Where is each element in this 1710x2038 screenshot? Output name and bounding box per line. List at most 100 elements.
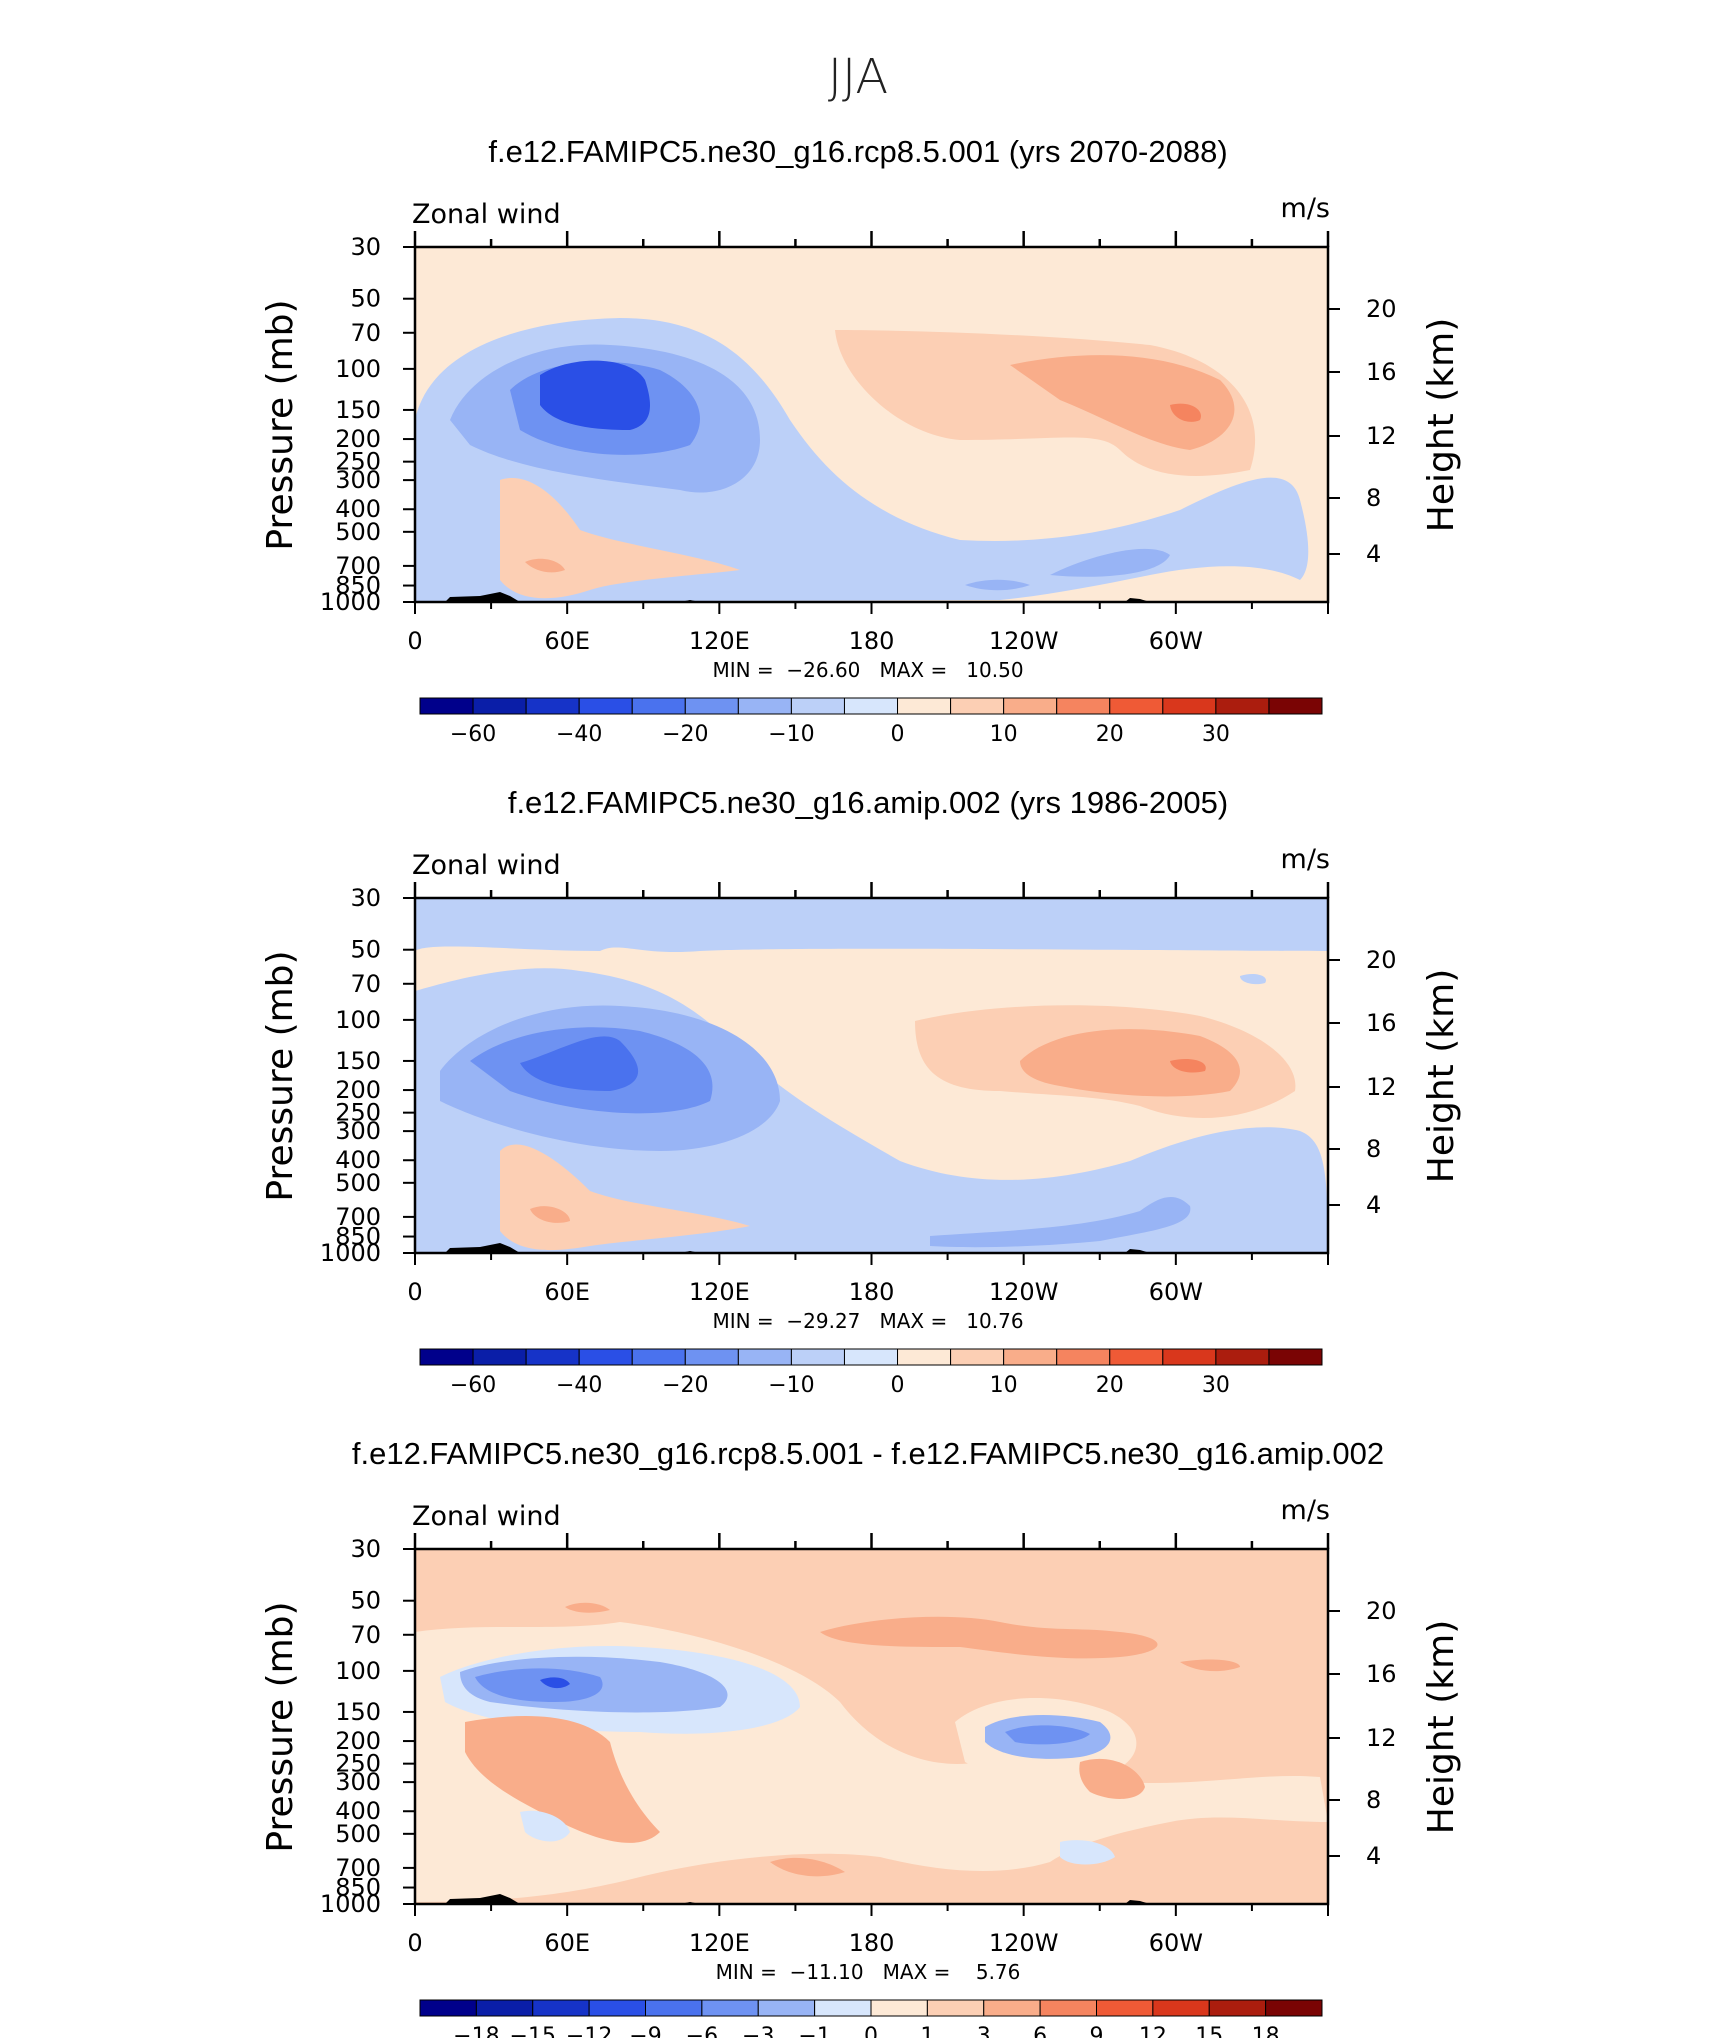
height-tick-label: 20 (1366, 295, 1397, 323)
colorbar-swatch (737, 1348, 792, 1366)
colorbar-swatch (983, 1999, 1041, 2017)
y-tick-label: 50 (350, 936, 381, 964)
y-tick-label: 1000 (320, 1890, 381, 1918)
colorbar-swatch (926, 1999, 985, 2017)
y-tick-label: 850 (335, 1223, 381, 1251)
colorbar-label: 12 (1139, 2024, 1167, 2038)
contour-region (1079, 1758, 1145, 1799)
height-tick-label: 4 (1366, 1191, 1381, 1219)
x-tick-label: 0 (407, 627, 422, 655)
contour-region (525, 558, 565, 573)
y-tick-label: 70 (350, 970, 381, 998)
colorbar-swatch (588, 1999, 646, 2017)
height-tick-label: 12 (1366, 1073, 1397, 1101)
colorbar-swatch (701, 1999, 759, 2017)
height-tick-label: 12 (1366, 422, 1397, 450)
height-tick-label: 8 (1366, 484, 1381, 512)
colorbar-swatch (525, 1348, 580, 1366)
y-tick-label: 250 (335, 1099, 381, 1127)
contour-region (1010, 355, 1235, 450)
colorbar-label: 30 (1202, 722, 1230, 747)
colorbar-swatch (1162, 1348, 1217, 1366)
colorbar-swatch (684, 1348, 739, 1366)
colorbar-label: 10 (990, 722, 1018, 747)
colorbar-swatch (737, 697, 792, 715)
y-tick-label: 50 (350, 1587, 381, 1615)
contour-region (1170, 1059, 1206, 1073)
x-tick-label: 180 (849, 1278, 895, 1306)
colorbar-swatch (1109, 697, 1164, 715)
colorbar-label: −10 (768, 1373, 814, 1398)
colorbar-swatch (814, 1999, 872, 2017)
colorbar-label: 0 (891, 722, 905, 747)
stats-text: MIN = −26.60 MAX = 10.50 (712, 658, 1023, 682)
height-tick-label: 12 (1366, 1724, 1397, 1752)
contour-region (1020, 1029, 1240, 1097)
colorbar-swatch (1003, 697, 1058, 715)
y-tick-label: 700 (335, 1203, 381, 1231)
x-tick-label: 180 (849, 627, 895, 655)
y-tick-label: 30 (350, 884, 381, 912)
colorbar-label: −40 (556, 722, 602, 747)
colorbar-label: −12 (566, 2024, 612, 2038)
colorbar-swatch (419, 1348, 474, 1366)
x-tick-label: 60W (1149, 1929, 1203, 1957)
x-tick-label: 60W (1149, 627, 1203, 655)
y-tick-label: 850 (335, 1874, 381, 1902)
y-tick-label: 200 (335, 1076, 381, 1104)
field-label: Zonal wind (412, 1501, 561, 1532)
colorbar-label: −6 (686, 2024, 718, 2038)
contour-region (965, 579, 1030, 591)
panel-difference: f.e12.FAMIPC5.ne30_g16.rcp8.5.001 - f.e1… (260, 1436, 1462, 2038)
units-label: m/s (1281, 1495, 1330, 1526)
colorbar-label: 0 (864, 2024, 878, 2038)
colorbar-label: 30 (1202, 1373, 1230, 1398)
colorbar-swatch (1056, 697, 1111, 715)
y-tick-label: 700 (335, 1854, 381, 1882)
colorbar-swatch (578, 1348, 633, 1366)
y-axis-title: Pressure (mb) (260, 950, 301, 1201)
y-tick-label: 850 (335, 572, 381, 600)
contour-field (415, 247, 1328, 602)
panel-title: f.e12.FAMIPC5.ne30_g16.rcp8.5.001 - f.e1… (352, 1436, 1384, 1471)
colorbar-swatch (790, 697, 845, 715)
y-tick-label: 30 (350, 233, 381, 261)
contour-field (415, 1549, 1328, 1904)
y-tick-label: 50 (350, 285, 381, 313)
colorbar-label: −60 (450, 722, 496, 747)
height-tick-label: 16 (1366, 1009, 1397, 1037)
colorbar-swatch (897, 697, 952, 715)
colorbar: −60 −40 −20 −10 0 10 20 30 (419, 1348, 1323, 1398)
x-tick-label: 120W (989, 1278, 1059, 1306)
contour-region (1050, 548, 1170, 577)
y-tick-label: 200 (335, 1727, 381, 1755)
x-tick-label: 120E (689, 1278, 750, 1306)
colorbar-swatch (870, 1999, 928, 2017)
y-axis-title: Pressure (mb) (260, 1601, 301, 1852)
y-axis-right-title: Height (km) (1421, 318, 1462, 532)
colorbar-swatch (1265, 1999, 1323, 2017)
contour-field (415, 898, 1328, 1253)
y-tick-label: 1000 (320, 1239, 381, 1267)
colorbar-swatch (631, 1348, 686, 1366)
y-tick-label: 300 (335, 1117, 381, 1145)
y-tick-label: 150 (335, 396, 381, 424)
units-label: m/s (1281, 844, 1330, 875)
contour-region (565, 1602, 610, 1613)
y-tick-label: 250 (335, 448, 381, 476)
colorbar-swatch (472, 1348, 527, 1366)
contour-region (1240, 973, 1266, 985)
y-tick-label: 300 (335, 466, 381, 494)
colorbar-label: 15 (1195, 2024, 1223, 2038)
panel-title: f.e12.FAMIPC5.ne30_g16.amip.002 (yrs 198… (508, 785, 1228, 820)
contour-region (530, 1206, 570, 1223)
stats-text: MIN = −11.10 MAX = 5.76 (716, 1960, 1021, 1984)
colorbar-swatch (475, 1999, 534, 2017)
height-tick-label: 20 (1366, 946, 1397, 974)
contour-region (465, 1716, 660, 1843)
panel-title: f.e12.FAMIPC5.ne30_g16.rcp8.5.001 (yrs 2… (488, 134, 1227, 169)
y-tick-label: 400 (335, 495, 381, 523)
colorbar-swatch (532, 1999, 590, 2017)
contour-region (1180, 1659, 1240, 1672)
